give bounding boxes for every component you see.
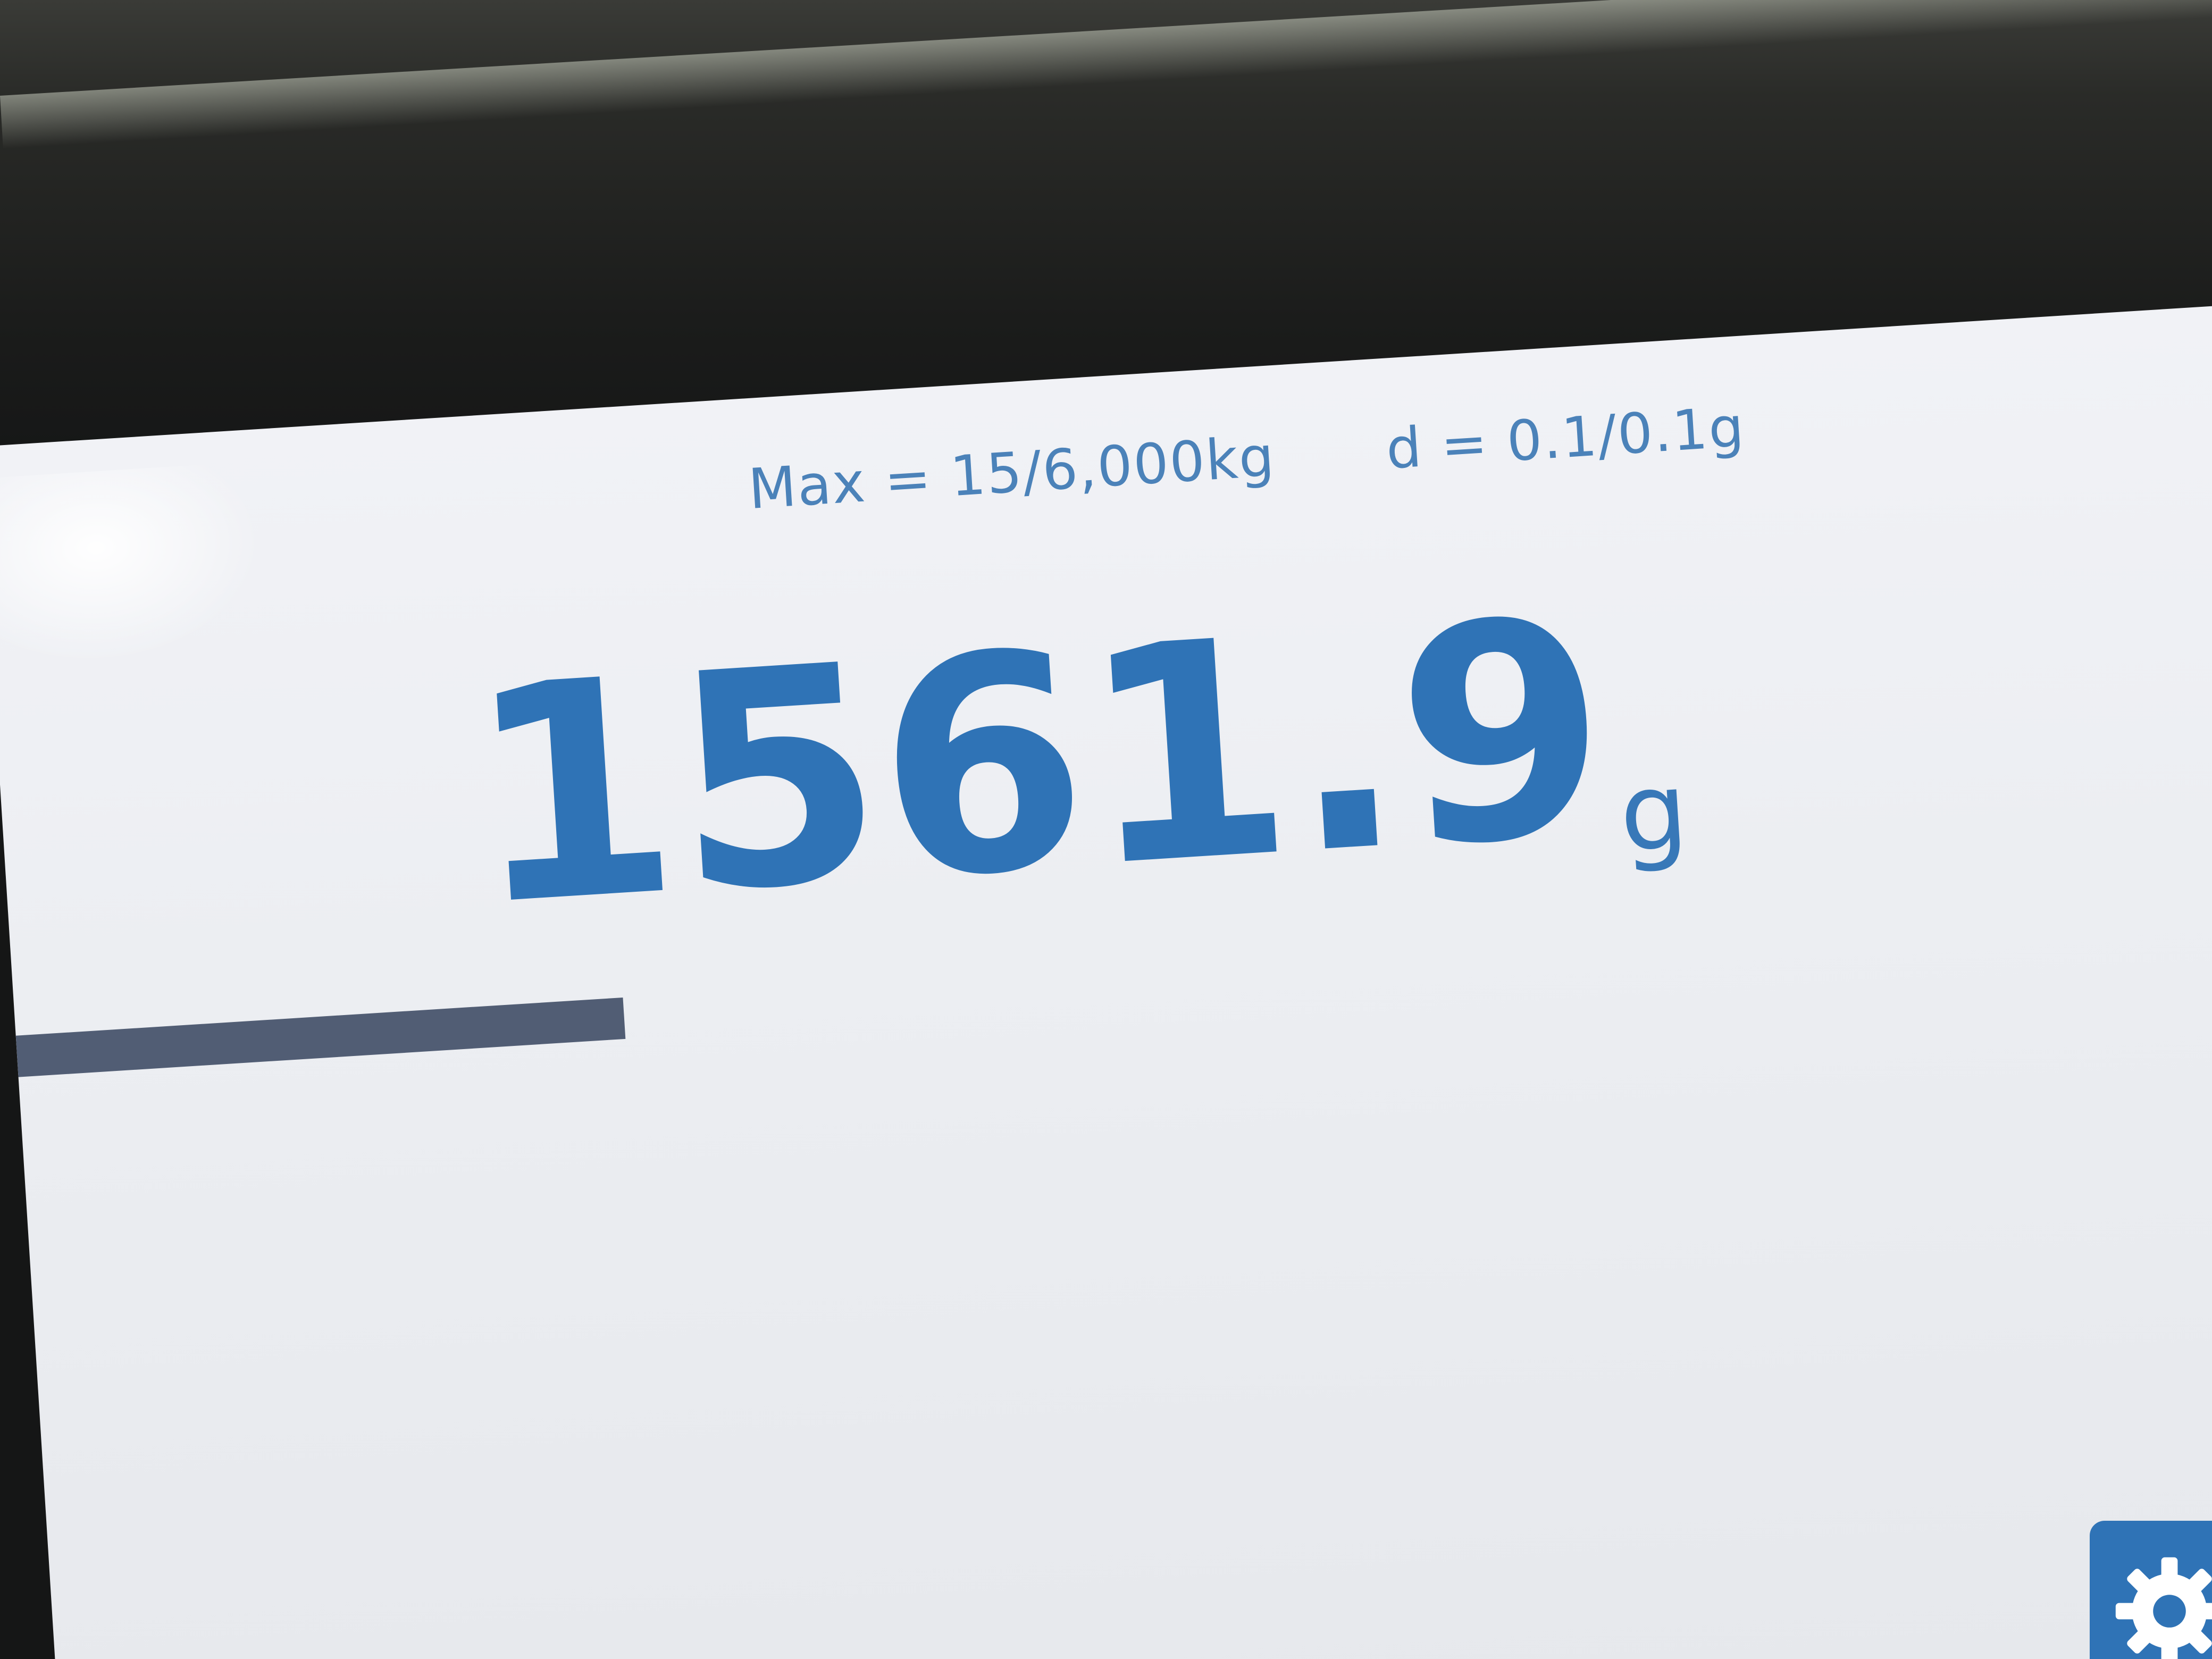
screen-glare — [0, 461, 269, 670]
scale-screen: Max = 15/6,000kg d = 0.1/0.1g 1561.9g — [0, 299, 2212, 1659]
weight-unit: g — [1616, 748, 1691, 877]
load-indicator-fill — [15, 997, 626, 1077]
max-capacity-label: Max = 15/6,000kg — [747, 424, 1277, 522]
division-label: d = 0.1/0.1g — [1384, 394, 1747, 482]
capacity-spec-line: Max = 15/6,000kg d = 0.1/0.1g — [747, 395, 1747, 522]
weight-readout: 1561.9g — [459, 555, 1691, 973]
gear-icon — [2115, 1557, 2212, 1659]
weight-value: 1561.9 — [459, 555, 1615, 973]
settings-button[interactable] — [2090, 1521, 2212, 1659]
